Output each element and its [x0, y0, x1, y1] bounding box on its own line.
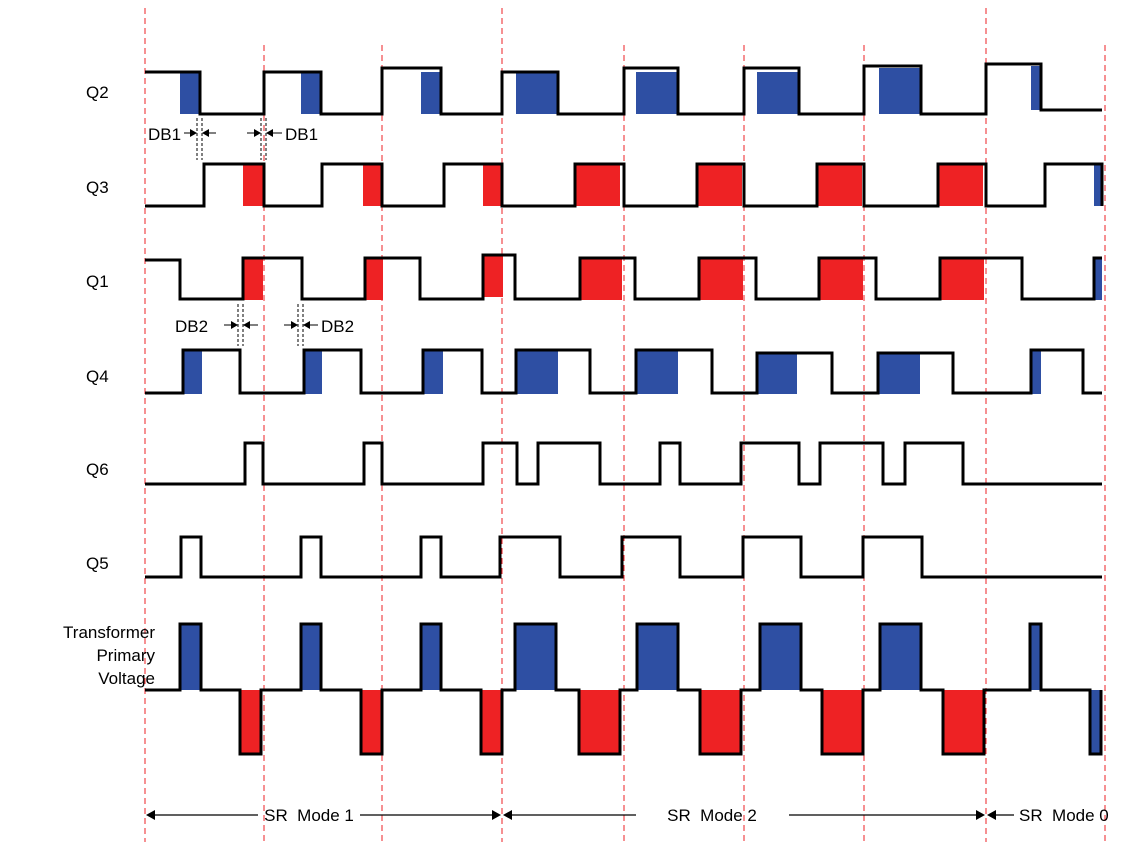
- q2-fill: [421, 72, 441, 114]
- transformer-label-line2: Primary: [96, 646, 155, 665]
- tpv-pulse-pos: [301, 624, 321, 690]
- q3-fill: [575, 164, 620, 206]
- signal-label-q3: Q3: [86, 178, 109, 197]
- tpv-pulse-neg: [700, 690, 741, 754]
- q1-fill: [699, 258, 743, 300]
- arrowhead: [987, 810, 996, 820]
- arrowhead: [202, 129, 209, 137]
- q3-fill: [243, 164, 263, 206]
- tpv-fills: [180, 624, 1101, 754]
- q2-fill: [636, 72, 678, 114]
- q2-fills: [180, 66, 1041, 114]
- q1-fill: [580, 258, 622, 300]
- tpv-pulse-neg: [579, 690, 620, 754]
- q1-fill: [819, 258, 863, 300]
- arrowhead: [243, 321, 250, 329]
- db2-left-label: DB2: [175, 317, 208, 336]
- tpv-pulse-pos: [880, 624, 921, 690]
- tpv-trace: [145, 622, 1103, 756]
- q3-fill: [363, 164, 383, 206]
- q3-fill: [483, 164, 503, 206]
- mode1-label: SR Mode 1: [264, 806, 354, 825]
- db1-left-label: DB1: [148, 125, 181, 144]
- q4-fill: [636, 350, 678, 394]
- tpv-pulse-pos: [180, 624, 201, 690]
- q2-fill: [301, 72, 321, 114]
- q3-fill: [817, 164, 862, 206]
- q2-fill: [180, 72, 200, 114]
- tpv-pulse-pos: [1030, 624, 1041, 690]
- q1-fill: [483, 255, 503, 297]
- arrowhead: [492, 810, 501, 820]
- q1-fill: [940, 258, 984, 300]
- tpv-pulse-neg: [1090, 690, 1101, 754]
- arrowhead: [146, 810, 155, 820]
- q4-fill: [516, 350, 558, 394]
- q4-fill: [423, 350, 443, 394]
- q1-trace: [145, 253, 1102, 301]
- q3-fill: [1094, 164, 1102, 206]
- mode-arrowheads: [146, 810, 996, 820]
- q4-trace: [145, 348, 1102, 395]
- q3-fill: [938, 164, 983, 206]
- db2-arrowheads: [231, 321, 310, 329]
- q1-fill: [243, 258, 263, 300]
- q1-fills: [243, 255, 1102, 300]
- db1-arrowheads: [190, 129, 273, 137]
- signal-label-q6: Q6: [86, 460, 109, 479]
- db2-right-label: DB2: [321, 317, 354, 336]
- q4-fill: [878, 353, 920, 394]
- q3-fill: [697, 164, 742, 206]
- q1-fill: [1094, 258, 1102, 300]
- q2-trace: [145, 62, 1102, 116]
- arrowhead: [303, 321, 310, 329]
- arrowhead: [266, 129, 273, 137]
- arrowhead: [190, 129, 197, 137]
- signal-label-q4: Q4: [86, 367, 109, 386]
- arrowhead: [503, 810, 512, 820]
- signal-label-q5: Q5: [86, 554, 109, 573]
- mode2-label: SR Mode 2: [667, 806, 757, 825]
- tpv-pulse-neg: [943, 690, 984, 754]
- transformer-label-line3: Voltage: [98, 669, 155, 688]
- arrowhead: [231, 321, 238, 329]
- db1-right-label: DB1: [285, 125, 318, 144]
- tpv-pulse-pos: [421, 624, 441, 690]
- transformer-label-line1: Transformer: [63, 623, 155, 642]
- tpv-pulse-neg: [822, 690, 863, 754]
- tpv-pulse-pos: [515, 624, 556, 690]
- arrowhead: [976, 810, 985, 820]
- arrowhead: [254, 129, 261, 137]
- mode0-label: SR Mode 0: [1019, 806, 1109, 825]
- tpv-pulse-neg: [361, 690, 382, 754]
- q6-trace: [145, 441, 1102, 486]
- tpv-pulse-pos: [637, 624, 678, 690]
- tpv-pulse-pos: [760, 624, 801, 690]
- q4-fills: [183, 350, 1041, 394]
- q2-fill: [879, 68, 921, 114]
- q3-trace: [145, 162, 1104, 208]
- q4-fill: [304, 350, 322, 394]
- q4-fill: [183, 350, 202, 394]
- db1-annotation: [184, 118, 282, 160]
- signal-label-q1: Q1: [86, 272, 109, 291]
- q3-fills: [243, 164, 1102, 206]
- q4-fill: [1031, 350, 1041, 394]
- arrowhead: [291, 321, 298, 329]
- signal-label-q2: Q2: [86, 83, 109, 102]
- tpv-pulse-neg: [481, 690, 502, 754]
- q4-fill: [757, 353, 797, 394]
- q2-fill: [1031, 66, 1041, 110]
- q5-trace: [145, 535, 1102, 579]
- q2-fill: [757, 72, 799, 114]
- q2-fill: [516, 72, 558, 114]
- tpv-pulse-neg: [240, 690, 261, 754]
- q1-fill: [365, 258, 383, 300]
